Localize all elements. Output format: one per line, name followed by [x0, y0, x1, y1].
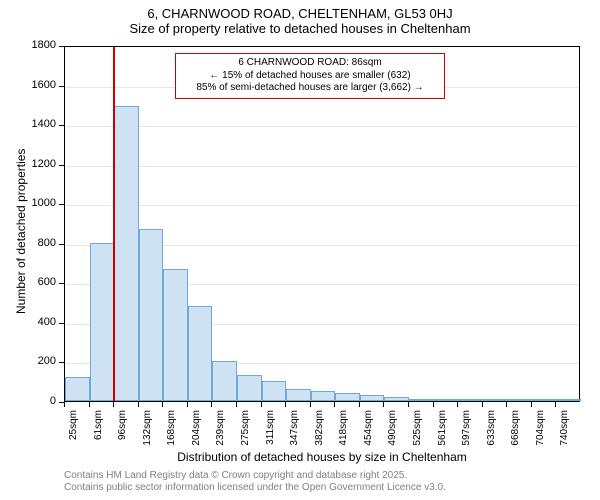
- x-tick: [433, 402, 434, 407]
- x-tick-label: 418sqm: [338, 410, 349, 454]
- x-tick: [531, 402, 532, 407]
- grid-line: [65, 205, 579, 206]
- x-tick-label: 275sqm: [240, 410, 251, 454]
- histogram-bar: [483, 399, 508, 401]
- chart-title-main: 6, CHARNWOOD ROAD, CHELTENHAM, GL53 0HJ: [0, 6, 600, 21]
- histogram-bar: [139, 229, 164, 401]
- x-tick-label: 311sqm: [265, 410, 276, 454]
- x-tick-label: 740sqm: [559, 410, 570, 454]
- histogram-bar: [163, 269, 188, 402]
- x-tick: [236, 402, 237, 407]
- y-tick: [59, 46, 64, 47]
- annotation-line-1: 6 CHARNWOOD ROAD: 86sqm: [180, 57, 440, 70]
- footer-line-1: Contains HM Land Registry data © Crown c…: [64, 470, 407, 481]
- y-tick: [59, 86, 64, 87]
- y-tick-label: 400: [26, 316, 56, 328]
- histogram-plot-area: 6 CHARNWOOD ROAD: 86sqm← 15% of detached…: [64, 46, 580, 402]
- histogram-bar: [384, 397, 409, 401]
- histogram-bar: [90, 243, 115, 401]
- x-tick: [408, 402, 409, 407]
- y-tick-label: 600: [26, 276, 56, 288]
- y-tick-label: 200: [26, 355, 56, 367]
- histogram-bar: [409, 399, 434, 401]
- histogram-bar: [335, 393, 360, 401]
- y-tick-label: 1200: [26, 158, 56, 170]
- x-tick-label: 633sqm: [486, 410, 497, 454]
- y-axis-label: Number of detached properties: [14, 149, 28, 314]
- histogram-bar: [556, 399, 581, 401]
- y-tick: [59, 125, 64, 126]
- x-tick-label: 61sqm: [93, 410, 104, 454]
- x-tick: [506, 402, 507, 407]
- x-tick-label: 561sqm: [437, 410, 448, 454]
- x-tick: [162, 402, 163, 407]
- histogram-bar: [262, 381, 287, 401]
- x-tick-label: 96sqm: [117, 410, 128, 454]
- x-tick-label: 168sqm: [166, 410, 177, 454]
- y-tick: [59, 323, 64, 324]
- x-tick-label: 525sqm: [412, 410, 423, 454]
- y-tick-label: 0: [26, 395, 56, 407]
- histogram-bar: [237, 375, 262, 401]
- y-tick: [59, 165, 64, 166]
- histogram-bar: [212, 361, 237, 401]
- histogram-bar: [532, 399, 557, 401]
- chart-title-block: 6, CHARNWOOD ROAD, CHELTENHAM, GL53 0HJ …: [0, 0, 600, 36]
- x-tick: [383, 402, 384, 407]
- grid-line: [65, 166, 579, 167]
- grid-line: [65, 126, 579, 127]
- x-tick-label: 490sqm: [387, 410, 398, 454]
- x-tick-label: 668sqm: [510, 410, 521, 454]
- histogram-bar: [114, 106, 139, 401]
- histogram-bar: [286, 389, 311, 401]
- x-tick: [359, 402, 360, 407]
- x-tick-label: 597sqm: [461, 410, 472, 454]
- histogram-bar: [434, 399, 459, 401]
- x-tick: [113, 402, 114, 407]
- y-tick: [59, 244, 64, 245]
- x-tick: [211, 402, 212, 407]
- histogram-bar: [65, 377, 90, 401]
- histogram-bar: [311, 391, 336, 401]
- y-tick-label: 800: [26, 237, 56, 249]
- x-tick: [482, 402, 483, 407]
- y-tick-label: 1600: [26, 79, 56, 91]
- x-tick: [64, 402, 65, 407]
- x-tick: [457, 402, 458, 407]
- histogram-bar: [360, 395, 385, 401]
- y-tick: [59, 362, 64, 363]
- x-tick-label: 347sqm: [289, 410, 300, 454]
- property-marker-line: [113, 47, 115, 401]
- y-tick-label: 1800: [26, 39, 56, 51]
- chart-title-sub: Size of property relative to detached ho…: [0, 21, 600, 36]
- x-tick: [555, 402, 556, 407]
- x-tick: [310, 402, 311, 407]
- y-tick: [59, 204, 64, 205]
- x-tick-label: 132sqm: [142, 410, 153, 454]
- annotation-line-3: 85% of semi-detached houses are larger (…: [180, 82, 440, 95]
- footer-line-2: Contains public sector information licen…: [64, 482, 446, 493]
- x-tick-label: 454sqm: [363, 410, 374, 454]
- x-tick: [334, 402, 335, 407]
- y-tick-label: 1400: [26, 118, 56, 130]
- annotation-box: 6 CHARNWOOD ROAD: 86sqm← 15% of detached…: [175, 53, 445, 99]
- histogram-bar: [188, 306, 213, 401]
- x-tick: [187, 402, 188, 407]
- histogram-bar: [458, 399, 483, 401]
- x-tick: [138, 402, 139, 407]
- y-tick-label: 1000: [26, 197, 56, 209]
- histogram-bar: [507, 399, 532, 401]
- y-tick: [59, 283, 64, 284]
- annotation-line-2: ← 15% of detached houses are smaller (63…: [180, 70, 440, 83]
- x-tick-label: 25sqm: [68, 410, 79, 454]
- x-tick-label: 204sqm: [191, 410, 202, 454]
- x-tick: [261, 402, 262, 407]
- x-tick-label: 704sqm: [535, 410, 546, 454]
- x-tick-label: 239sqm: [215, 410, 226, 454]
- x-tick-label: 382sqm: [314, 410, 325, 454]
- x-tick: [89, 402, 90, 407]
- x-tick: [285, 402, 286, 407]
